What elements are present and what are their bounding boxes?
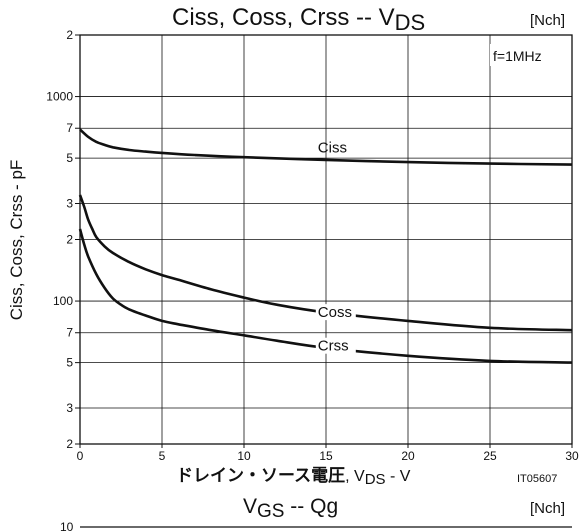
next-chart-title-rest: -- Qg — [284, 495, 338, 518]
y-tick-label: 2 — [66, 28, 73, 42]
frequency-annotation: f=1MHz — [493, 48, 542, 64]
x-axis-label: ドレイン・ソース電圧, VDS - V — [176, 466, 411, 488]
y-tick-label: 1000 — [46, 90, 73, 104]
crss-label-bg — [315, 337, 356, 354]
y-tick-label: 7 — [66, 121, 73, 135]
y-tick-label: 2 — [66, 233, 73, 247]
y-tick-label: 3 — [66, 401, 73, 415]
y-tick-label: 5 — [66, 356, 73, 370]
next-chart-y-top-label: 10 — [60, 520, 74, 531]
chart-title-tag: [Nch] — [530, 12, 565, 29]
next-chart-title-sub: GS — [257, 501, 284, 522]
ciss-label: Ciss — [318, 140, 347, 157]
ciss-curve — [79, 128, 573, 166]
next-chart-title: VGS -- Qg — [243, 495, 338, 522]
x-axis-label-jp: ドレイン・ソース電圧 — [176, 466, 345, 485]
chart-title: Ciss, Coss, Crss -- VDS — [172, 4, 425, 35]
figure-id: IT05607 — [517, 473, 557, 485]
y-axis-label: Ciss, Coss, Crss - pF — [7, 160, 26, 321]
x-tick-label: 25 — [483, 449, 497, 463]
x-tick-label: 20 — [401, 449, 415, 463]
y-tick-label: 2 — [66, 437, 73, 451]
x-tick-label: 15 — [319, 449, 333, 463]
crss-curve — [78, 228, 573, 364]
x-tick-label: 30 — [565, 449, 579, 463]
crss-label: Crss — [318, 338, 349, 355]
coss-label-bg — [315, 304, 356, 321]
y-tick-label: 7 — [66, 326, 73, 340]
coss-curve — [78, 194, 573, 332]
x-axis-label-sep: , V — [345, 468, 365, 485]
next-chart-title-v: V — [243, 495, 257, 518]
x-tick-label: 5 — [159, 449, 166, 463]
x-tick-label: 0 — [77, 449, 84, 463]
chart-title-main: Ciss, Coss, Crss -- V — [172, 4, 395, 31]
x-axis-label-unit: - V — [386, 468, 411, 485]
coss-label: Coss — [318, 304, 352, 321]
y-tick-label: 5 — [66, 151, 73, 165]
next-chart-tag: [Nch] — [530, 500, 565, 517]
y-tick-label: 100 — [53, 294, 73, 308]
x-axis-label-sub: DS — [365, 471, 386, 488]
x-tick-label: 10 — [237, 449, 251, 463]
y-tick-label: 3 — [66, 196, 73, 210]
chart-title-sub: DS — [395, 10, 426, 35]
annotation-box — [490, 44, 570, 66]
